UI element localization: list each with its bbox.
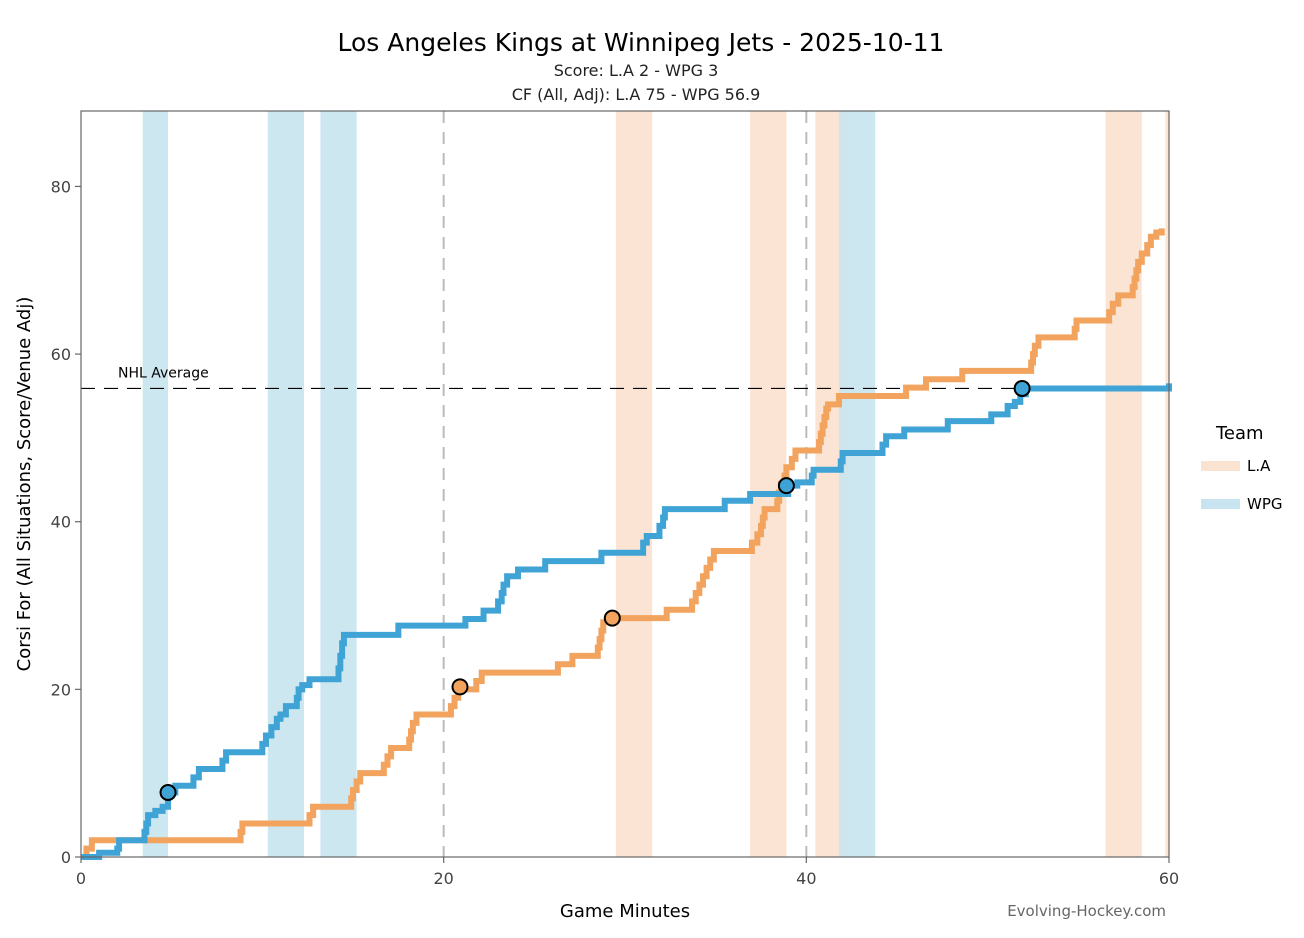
- powerplay-bands: [142, 111, 1169, 857]
- x-tick-label: 40: [796, 869, 816, 888]
- powerplay-band-wpg: [267, 111, 305, 857]
- goal-marker-la: [451, 678, 469, 696]
- series-lines: [81, 228, 1172, 860]
- legend-title: Team: [1215, 423, 1264, 444]
- chart-subtitle-score: Score: L.A 2 - WPG 3: [554, 61, 719, 80]
- nhl-average-label: NHL Average: [118, 365, 209, 381]
- legend-swatch-wpg: [1201, 499, 1240, 509]
- legend-label-la: L.A: [1247, 457, 1271, 475]
- powerplay-band-wpg: [142, 111, 169, 857]
- powerplay-band-wpg: [320, 111, 357, 857]
- chart-title: Los Angeles Kings at Winnipeg Jets - 202…: [338, 28, 945, 57]
- x-axis-ticks: 0 20 40 60: [76, 857, 1179, 888]
- x-axis-label: Game Minutes: [560, 901, 690, 922]
- goal-marker-wpg: [1013, 379, 1031, 397]
- goal-markers: [159, 379, 1031, 801]
- y-tick-label: 80: [51, 177, 71, 196]
- y-axis-ticks: 0 20 40 60 80: [51, 177, 81, 867]
- plot-frame: [80, 110, 1170, 858]
- y-tick-label: 40: [51, 513, 71, 532]
- legend: Team L.A WPG: [1201, 423, 1283, 513]
- credit-text: Evolving-Hockey.com: [1007, 902, 1166, 920]
- series-line-la: [81, 228, 1165, 860]
- powerplay-band-wpg: [838, 111, 876, 857]
- powerplay-band-la: [1105, 111, 1142, 857]
- goal-marker-wpg: [777, 477, 795, 495]
- y-axis-label: Corsi For (All Situations, Score/Venue A…: [14, 297, 35, 672]
- goal-marker-wpg: [159, 783, 177, 801]
- legend-swatch-la: [1201, 461, 1240, 471]
- y-tick-label: 20: [51, 680, 71, 699]
- powerplay-band-la: [1165, 111, 1169, 857]
- goal-marker-la: [603, 609, 621, 627]
- chart-subtitle-cf: CF (All, Adj): L.A 75 - WPG 56.9: [512, 85, 761, 104]
- x-tick-label: 60: [1159, 869, 1179, 888]
- legend-label-wpg: WPG: [1247, 495, 1283, 513]
- y-tick-label: 60: [51, 345, 71, 364]
- x-tick-label: 20: [433, 869, 453, 888]
- series-line-wpg: [81, 383, 1172, 860]
- powerplay-band-la: [615, 111, 653, 857]
- x-tick-label: 0: [76, 869, 86, 888]
- y-tick-label: 0: [61, 848, 71, 867]
